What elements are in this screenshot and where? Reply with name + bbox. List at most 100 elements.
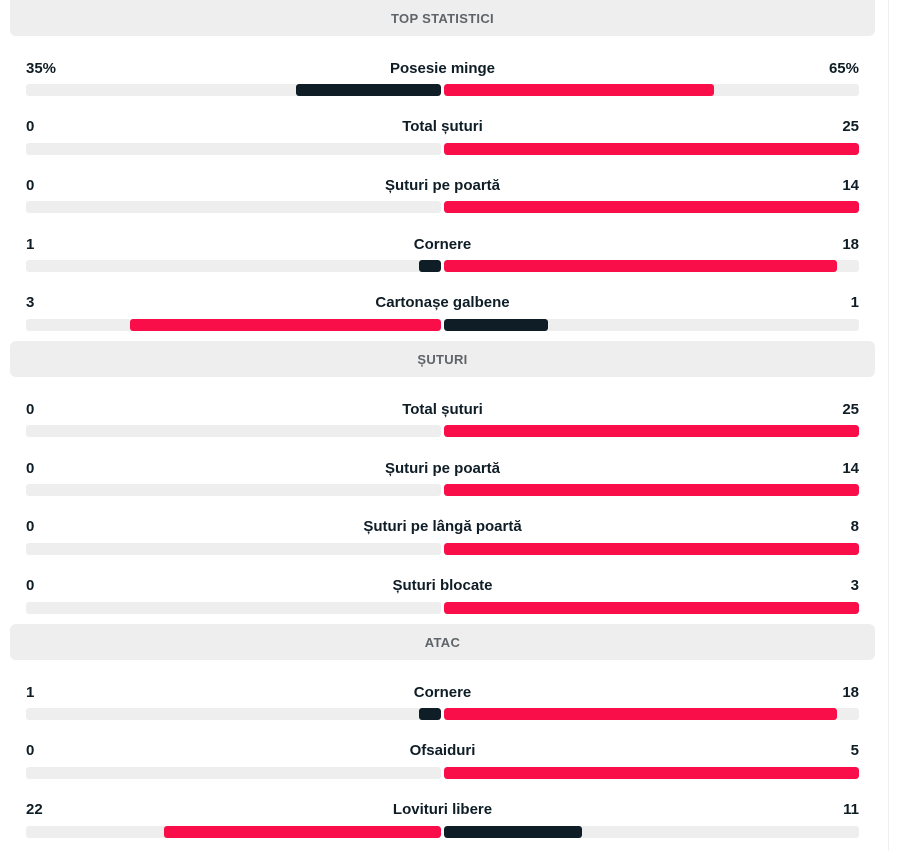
away-value: 8 xyxy=(850,518,859,536)
stat-name: Total șuturi xyxy=(402,118,483,136)
home-bar-track xyxy=(26,201,441,214)
away-bar-fill xyxy=(444,601,859,614)
home-bar-track xyxy=(26,825,441,838)
away-bar-fill xyxy=(444,84,714,96)
section-header-top-statistici: TOP STATISTICI xyxy=(10,0,875,36)
stat-row-cornere: 1 Cornere 18 xyxy=(10,212,875,273)
away-bar-fill xyxy=(444,766,859,779)
home-value: 22 xyxy=(26,801,43,819)
stat-bar xyxy=(26,318,859,331)
away-bar-track xyxy=(444,484,859,497)
away-bar-track xyxy=(444,84,859,96)
away-bar-fill xyxy=(444,318,548,331)
away-bar-track xyxy=(444,142,859,155)
stat-name: Șuturi pe poartă xyxy=(384,459,500,477)
stat-name: Cartonașe galbene xyxy=(375,294,510,312)
away-bar-track xyxy=(444,766,859,779)
away-value: 18 xyxy=(842,683,859,701)
home-value: 0 xyxy=(26,459,35,477)
stat-name: Posesie minge xyxy=(389,59,496,77)
stat-labels: 22 Lovituri libere 11 xyxy=(26,799,859,821)
stat-name: Șuturi pe lângă poartă xyxy=(363,518,522,536)
stat-bar xyxy=(26,708,859,721)
stat-labels: 3 Cartonașe galbene 1 xyxy=(26,292,859,314)
home-bar-track xyxy=(26,484,441,497)
home-bar-track xyxy=(26,766,441,779)
home-value: 1 xyxy=(26,235,35,253)
away-bar-fill xyxy=(444,142,859,155)
away-bar-track xyxy=(444,601,859,614)
stat-bar xyxy=(26,201,859,214)
home-bar-fill xyxy=(129,318,441,331)
stat-row-suturi-pe-poarta: 0 Șuturi pe poartă 14 xyxy=(10,153,875,214)
stat-labels: 0 Total șuturi 25 xyxy=(26,116,859,138)
home-bar-fill xyxy=(295,84,441,96)
stat-bar xyxy=(26,825,859,838)
stat-name: Șuturi pe poartă xyxy=(384,176,500,194)
stat-bar xyxy=(26,484,859,497)
home-bar-track xyxy=(26,425,441,438)
away-bar-track xyxy=(444,425,859,438)
section-spacer xyxy=(10,329,875,341)
stat-labels: 1 Cornere 18 xyxy=(26,681,859,703)
home-value: 0 xyxy=(26,176,35,194)
stat-bar xyxy=(26,601,859,614)
home-bar-track xyxy=(26,708,441,721)
stat-row-total-suturi: 0 Total șuturi 25 xyxy=(10,95,875,155)
stat-bar xyxy=(26,542,859,555)
stat-labels: 0 Ofsaiduri 5 xyxy=(26,740,859,762)
stat-bar xyxy=(26,766,859,779)
home-value: 1 xyxy=(26,683,35,701)
away-bar-fill xyxy=(444,260,838,273)
section-header-suturi: ȘUTURI xyxy=(10,341,875,378)
home-value: 3 xyxy=(26,294,35,312)
away-value: 14 xyxy=(842,459,859,477)
stat-name: Total șuturi xyxy=(402,400,483,418)
home-bar-track xyxy=(26,542,441,555)
stat-bar xyxy=(26,260,859,273)
away-value: 5 xyxy=(850,742,859,760)
stat-row-cartonase-galbene: 3 Cartonașe galbene 1 xyxy=(10,271,875,331)
stat-name: Lovituri libere xyxy=(392,801,493,819)
away-bar-track xyxy=(444,708,859,721)
stat-labels: 35% Posesie minge 65% xyxy=(26,57,859,79)
stat-labels: 0 Total șuturi 25 xyxy=(26,398,859,420)
away-value: 14 xyxy=(842,176,859,194)
home-value: 0 xyxy=(26,118,35,136)
away-value: 65% xyxy=(828,59,859,77)
stat-row-total-suturi: 0 Total șuturi 25 xyxy=(10,377,875,438)
away-bar-fill xyxy=(444,425,859,438)
stat-name: Cornere xyxy=(413,235,472,253)
stat-name: Cornere xyxy=(413,683,472,701)
stat-bar xyxy=(26,142,859,155)
section-spacer xyxy=(10,836,875,848)
away-bar-fill xyxy=(444,825,583,838)
away-bar-track xyxy=(444,318,859,331)
away-value: 3 xyxy=(850,577,859,594)
stat-row-lovituri-libere: 22 Lovituri libere 11 xyxy=(10,778,875,838)
home-value: 0 xyxy=(26,518,35,536)
stat-row-suturi-pe-poarta: 0 Șuturi pe poartă 14 xyxy=(10,436,875,497)
away-bar-fill xyxy=(444,542,859,555)
home-value: 0 xyxy=(26,742,35,760)
stat-row-suturi-pe-langa-poarta: 0 Șuturi pe lângă poartă 8 xyxy=(10,495,875,555)
away-value: 18 xyxy=(842,235,859,253)
away-bar-fill xyxy=(444,201,859,214)
away-bar-track xyxy=(444,542,859,555)
home-bar-fill xyxy=(164,825,441,838)
home-bar-fill xyxy=(419,708,441,721)
stat-labels: 0 Șuturi pe lângă poartă 8 xyxy=(26,516,859,538)
stat-labels: 0 Șuturi pe poartă 14 xyxy=(26,457,859,479)
away-value: 11 xyxy=(843,801,859,819)
page-scrollbar[interactable] xyxy=(888,0,900,851)
away-value: 1 xyxy=(850,294,859,312)
home-value: 0 xyxy=(26,400,35,418)
stat-name: Ofsaiduri xyxy=(409,742,476,760)
home-bar-track xyxy=(26,142,441,155)
home-bar-track xyxy=(26,84,441,96)
home-bar-track xyxy=(26,260,441,273)
stat-labels: 0 Șuturi blocate 3 xyxy=(26,575,859,597)
away-value: 25 xyxy=(842,400,859,418)
stat-row-ofsaiduri: 0 Ofsaiduri 5 xyxy=(10,719,875,779)
stat-labels: 0 Șuturi pe poartă 14 xyxy=(26,174,859,196)
